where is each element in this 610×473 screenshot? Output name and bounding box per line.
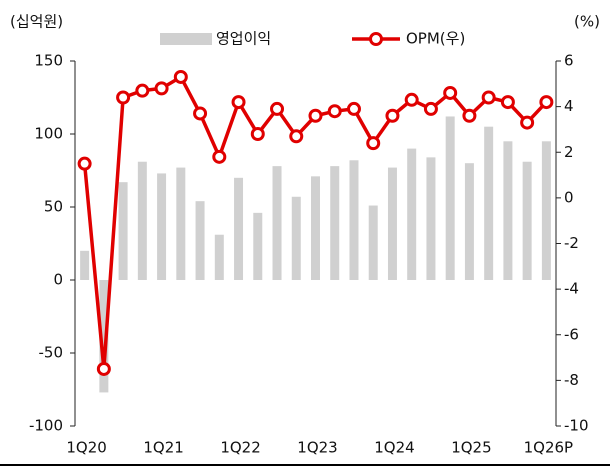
- line-marker: [520, 115, 535, 130]
- bar: [445, 116, 455, 280]
- y2-tick-label: 2: [564, 143, 574, 161]
- x-tick-label: 1Q21: [143, 439, 183, 457]
- line-marker: [539, 95, 554, 110]
- bar: [137, 161, 147, 280]
- bar: [272, 166, 282, 280]
- x-tick-label: 1Q22: [220, 439, 260, 457]
- bar: [80, 250, 90, 280]
- y-tick-label: -100: [29, 417, 63, 435]
- bar: [214, 234, 224, 280]
- legend-marker: [369, 32, 383, 46]
- line-marker: [250, 127, 265, 141]
- y-axis-label: (십억원): [10, 13, 63, 31]
- y-tick-label: 100: [34, 125, 63, 143]
- bar: [541, 141, 551, 280]
- bar: [330, 166, 340, 280]
- y2-tick-label: -10: [564, 417, 589, 435]
- line-marker: [423, 101, 438, 116]
- line-marker: [404, 92, 419, 107]
- line-marker: [212, 149, 227, 164]
- bar: [253, 212, 263, 280]
- line-marker: [231, 95, 246, 110]
- bar: [426, 157, 436, 280]
- bar: [99, 280, 109, 393]
- y2-tick-label: 0: [564, 188, 574, 206]
- line-marker: [443, 85, 458, 100]
- legend-swatch: [160, 33, 212, 45]
- line-marker: [462, 108, 477, 123]
- bar: [368, 205, 378, 280]
- y2-tick-label: -6: [564, 325, 579, 343]
- x-tick-label: 1Q26P: [524, 439, 573, 457]
- line-marker: [500, 95, 515, 110]
- legend-label: OPM(우): [406, 30, 465, 48]
- x-tick-label: 1Q20: [66, 439, 106, 457]
- bar: [176, 167, 186, 280]
- line-marker: [270, 101, 285, 116]
- bar: [195, 201, 205, 280]
- bar: [157, 173, 167, 280]
- y-tick-label: 150: [34, 52, 63, 70]
- line-marker: [173, 69, 188, 84]
- bar: [234, 177, 244, 280]
- x-tick-label: 1Q25: [451, 439, 491, 457]
- line-marker: [346, 101, 361, 116]
- x-tick-label: 1Q23: [297, 439, 337, 457]
- y-tick-label: 50: [44, 198, 63, 216]
- bar: [387, 167, 397, 280]
- line-marker: [289, 129, 304, 144]
- line-marker: [308, 108, 323, 123]
- legend-label: 영업이익: [216, 30, 271, 48]
- line-marker: [481, 90, 496, 105]
- y2-tick-label: 6: [564, 52, 574, 70]
- bar: [349, 160, 359, 280]
- line-marker: [327, 104, 342, 119]
- bar: [311, 176, 320, 280]
- y2-tick-label: -4: [564, 280, 579, 298]
- line-marker: [385, 108, 400, 123]
- bar: [464, 163, 474, 280]
- line-marker: [77, 156, 92, 171]
- y2-axis-label: (%): [574, 13, 600, 31]
- line-marker: [154, 81, 169, 96]
- line-marker: [135, 83, 150, 98]
- line-marker: [96, 361, 111, 376]
- y2-tick-label: -2: [564, 234, 579, 252]
- bar: [522, 161, 532, 280]
- bar: [503, 141, 513, 280]
- y2-tick-label: -8: [564, 371, 579, 389]
- x-tick-label: 1Q24: [374, 439, 414, 457]
- bar: [484, 126, 494, 280]
- y2-tick-label: 4: [564, 97, 574, 115]
- y-tick-label: -50: [39, 344, 64, 362]
- bar: [407, 148, 417, 280]
- line-marker: [366, 136, 381, 151]
- line-marker: [193, 106, 208, 121]
- y-tick-label: 0: [53, 271, 63, 289]
- line-marker: [116, 90, 131, 105]
- bar: [291, 196, 301, 280]
- bar: [118, 182, 128, 280]
